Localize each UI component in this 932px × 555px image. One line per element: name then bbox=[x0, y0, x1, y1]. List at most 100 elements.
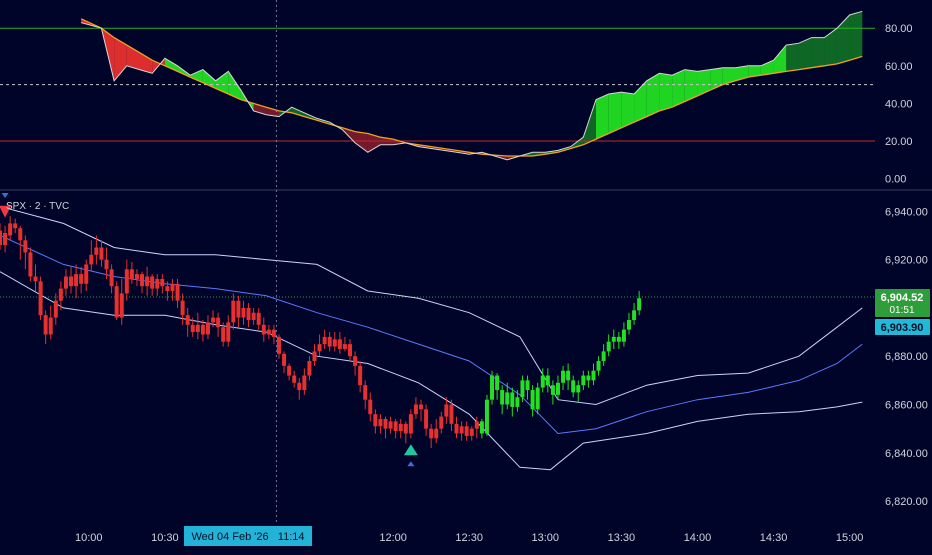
candle bbox=[505, 392, 510, 405]
candle bbox=[297, 382, 302, 391]
candle bbox=[545, 375, 550, 386]
crosshair-time-badge-bg bbox=[184, 526, 312, 546]
price-y-tick: 6,820.00 bbox=[885, 496, 928, 508]
candle bbox=[434, 428, 439, 439]
candle bbox=[332, 339, 337, 347]
candle bbox=[322, 336, 327, 345]
osc-fill-segment bbox=[596, 94, 609, 140]
osc-fill-segment bbox=[722, 67, 736, 85]
candle bbox=[348, 344, 352, 357]
crosshair-time-label: Wed 04 Feb '26 11:14 bbox=[192, 531, 305, 543]
candle bbox=[495, 375, 500, 391]
candle bbox=[469, 428, 474, 436]
candle bbox=[13, 223, 18, 229]
osc-fill-segment bbox=[824, 28, 837, 66]
candle bbox=[581, 375, 586, 386]
x-tick-label: 12:00 bbox=[379, 532, 407, 544]
candle bbox=[555, 382, 560, 395]
candle bbox=[378, 418, 383, 427]
candle bbox=[368, 399, 373, 415]
candle bbox=[195, 324, 200, 333]
candle bbox=[474, 421, 479, 429]
candle bbox=[606, 341, 611, 352]
x-tick-label: 10:00 bbox=[75, 532, 103, 544]
candle bbox=[38, 281, 43, 316]
sell-marker-small bbox=[1, 193, 9, 198]
osc-signal-line bbox=[80, 18, 863, 157]
middle-band bbox=[0, 235, 863, 435]
candle bbox=[79, 274, 84, 284]
osc-y-tick: 40.00 bbox=[885, 98, 913, 110]
price-y-tick: 6,940.00 bbox=[885, 206, 928, 218]
candle bbox=[104, 259, 109, 270]
x-tick-label: 10:30 bbox=[151, 532, 179, 544]
candle bbox=[444, 404, 449, 417]
previous-close-badge: 6,903.90 bbox=[875, 318, 930, 335]
osc-fill-segment bbox=[811, 37, 825, 68]
sell-signal-marker bbox=[0, 205, 12, 218]
candle bbox=[0, 230, 2, 246]
osc-fill-segment bbox=[355, 131, 368, 153]
osc-fill-segment bbox=[798, 37, 812, 70]
upper-band bbox=[0, 206, 863, 406]
candle bbox=[353, 356, 358, 366]
candle bbox=[150, 276, 155, 289]
osc-fill-segment bbox=[697, 69, 711, 96]
candle bbox=[383, 418, 388, 429]
candle bbox=[596, 361, 601, 371]
candle bbox=[626, 319, 631, 330]
x-tick-label: 13:30 bbox=[608, 532, 636, 544]
previous-close-badge-bg bbox=[875, 318, 930, 335]
candle bbox=[58, 288, 63, 301]
candle bbox=[74, 274, 79, 287]
osc-fill-segment bbox=[583, 99, 597, 145]
candle bbox=[571, 380, 576, 393]
osc-fill-segment bbox=[684, 69, 698, 102]
candle bbox=[616, 336, 621, 342]
candle bbox=[53, 300, 58, 318]
candle bbox=[28, 252, 33, 277]
candle bbox=[449, 404, 454, 424]
candle bbox=[155, 278, 160, 289]
candle bbox=[398, 423, 403, 432]
candle bbox=[216, 317, 221, 328]
candle bbox=[175, 283, 180, 301]
osc-fill-segment bbox=[760, 60, 774, 76]
x-tick-label: 12:30 bbox=[455, 532, 483, 544]
symbol-label: SPX · 2 · TVC bbox=[6, 201, 69, 212]
osc-fill-segment bbox=[773, 45, 787, 74]
candle bbox=[525, 380, 530, 391]
osc-fill-segment bbox=[659, 73, 673, 111]
osc-line bbox=[81, 10, 863, 161]
candle bbox=[307, 361, 312, 376]
candle bbox=[185, 315, 190, 325]
candle bbox=[632, 310, 637, 320]
candle bbox=[241, 307, 246, 318]
candle bbox=[302, 375, 307, 391]
candle bbox=[363, 385, 368, 400]
candle bbox=[18, 228, 23, 241]
candle bbox=[510, 392, 515, 407]
candle bbox=[23, 240, 28, 253]
candle bbox=[490, 375, 495, 400]
candle bbox=[292, 375, 297, 383]
candle bbox=[337, 339, 342, 349]
osc-y-tick: 20.00 bbox=[885, 136, 913, 148]
candle bbox=[205, 322, 210, 335]
candle bbox=[124, 269, 129, 294]
candle bbox=[317, 344, 322, 352]
candle bbox=[271, 329, 276, 337]
candle bbox=[282, 353, 287, 366]
price-y-tick: 6,840.00 bbox=[885, 448, 928, 460]
x-tick-label: 15:00 bbox=[836, 532, 864, 544]
candle bbox=[165, 286, 170, 292]
candle bbox=[586, 375, 591, 381]
osc-fill-segment bbox=[672, 69, 685, 108]
candle bbox=[99, 247, 104, 260]
osc-fill-segment bbox=[836, 15, 850, 64]
osc-fill-segment bbox=[190, 69, 203, 83]
candle bbox=[500, 390, 505, 405]
lower-band bbox=[0, 271, 863, 471]
